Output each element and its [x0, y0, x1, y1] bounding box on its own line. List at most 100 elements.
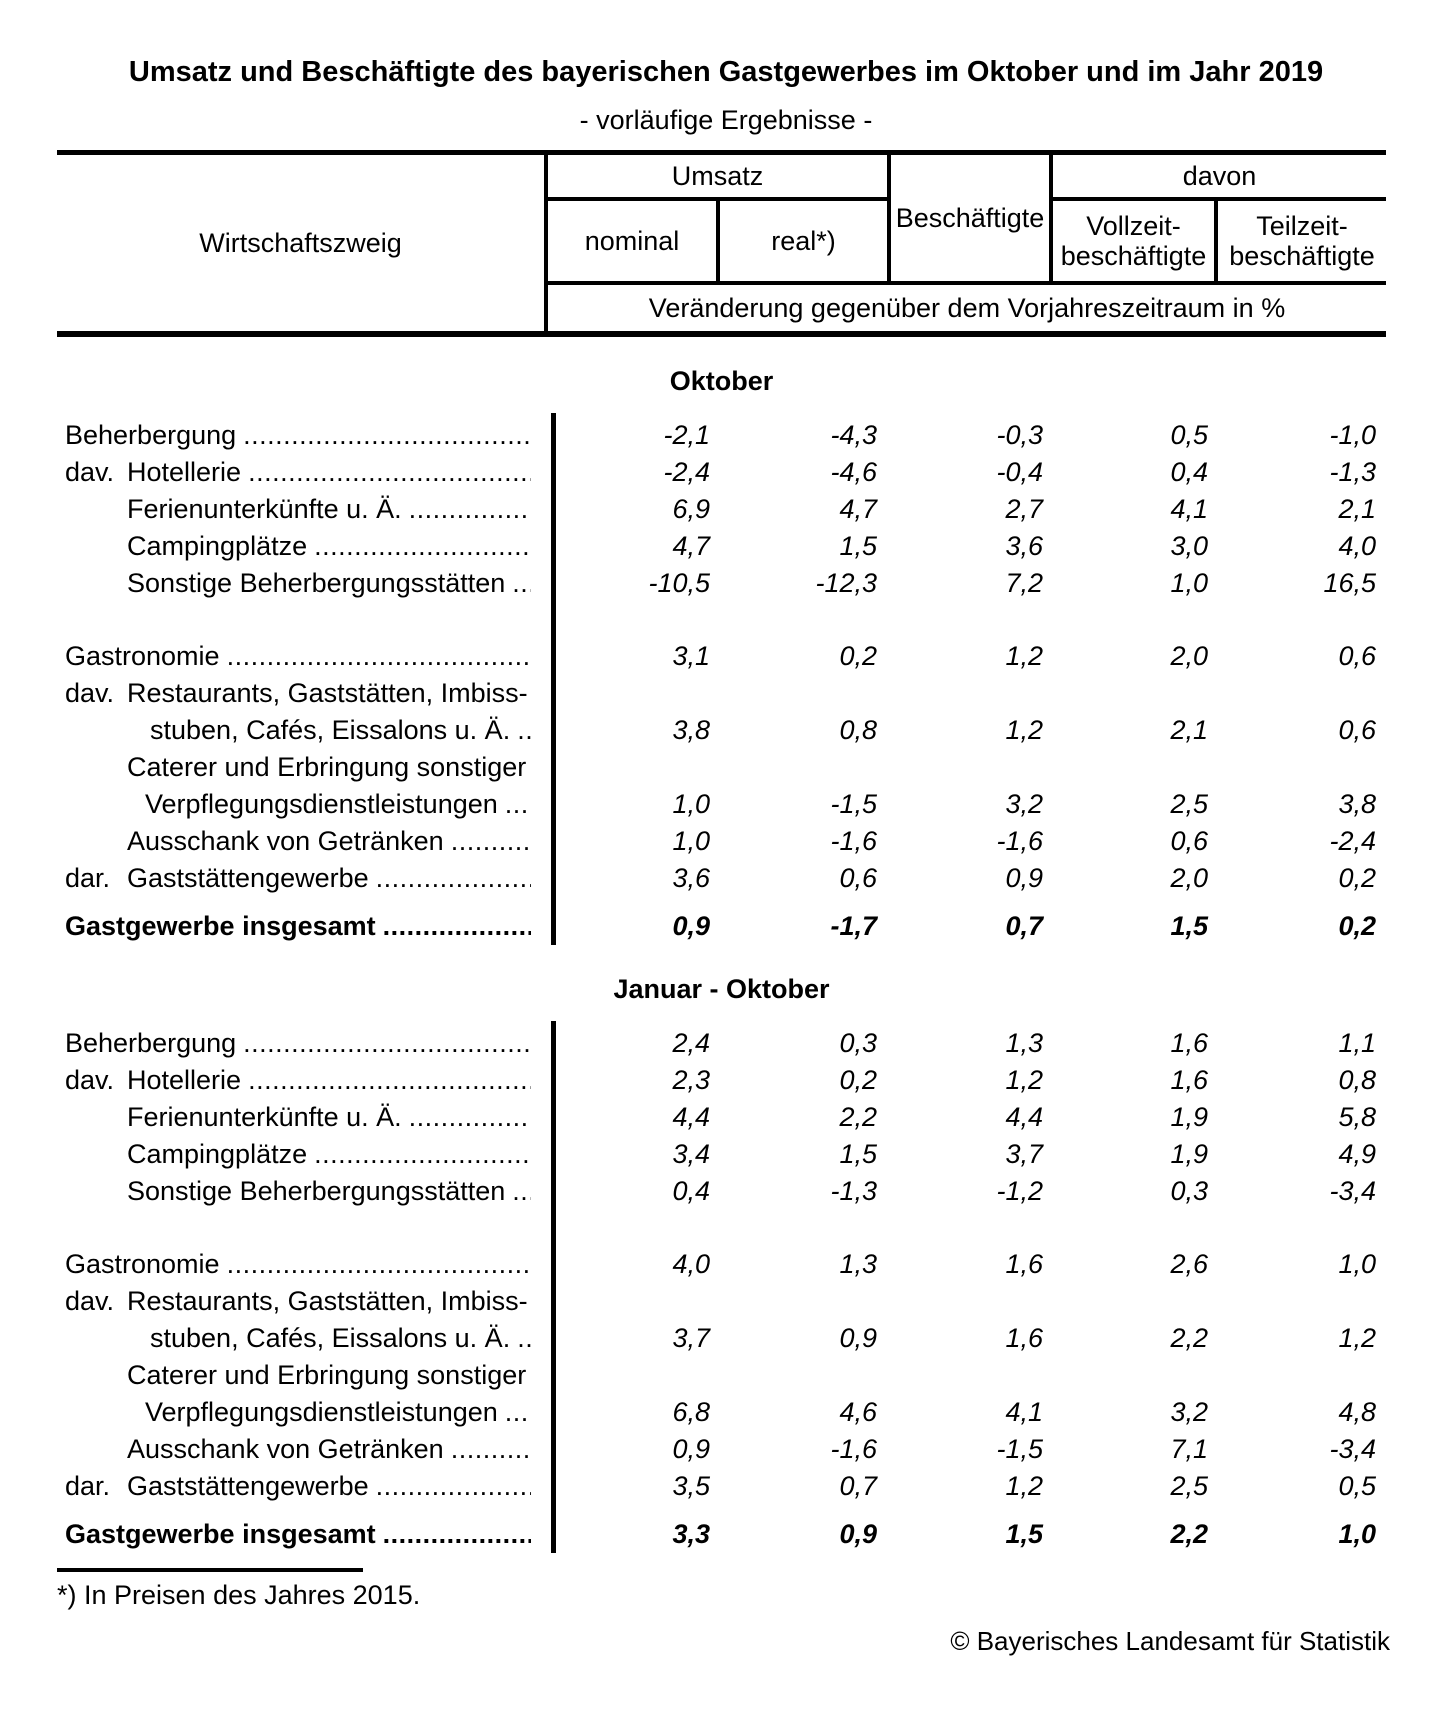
- table-row: Sonstige Beherbergungsstätten.... 0,4 -1,3…: [57, 1173, 1386, 1210]
- value-teilzeit: -2,4: [1329, 826, 1376, 856]
- dot-leader: ....: [504, 1397, 531, 1427]
- value-beschaeftigte: 1,2: [1005, 715, 1043, 745]
- dot-leader: .....................: [375, 1471, 531, 1501]
- row-label-text: Verpflegungsdienstleistungen: [145, 1397, 498, 1427]
- value-vollzeit: 2,2: [1170, 1323, 1208, 1353]
- value-vollzeit: 1,0: [1170, 568, 1208, 598]
- value-nominal: 3,7: [672, 1323, 710, 1353]
- spacer-row: [57, 1210, 1386, 1246]
- value-teilzeit: 0,5: [1338, 1471, 1376, 1501]
- value-vollzeit: 0,4: [1170, 457, 1208, 487]
- row-label-text: stuben, Cafés, Eissalons u. Ä.: [150, 1323, 511, 1353]
- value-beschaeftigte: 4,4: [1005, 1102, 1043, 1132]
- value-nominal: 3,5: [672, 1471, 710, 1501]
- row-label: dav. Restaurants, Gaststätten, Imbiss-: [57, 1283, 531, 1320]
- value-beschaeftigte: 4,1: [1005, 1397, 1043, 1427]
- row-prefix: dav.: [65, 457, 115, 487]
- value-beschaeftigte: 1,2: [1005, 1065, 1043, 1095]
- value-beschaeftigte: 3,7: [1005, 1139, 1043, 1169]
- section-heading-januar-oktober: Januar - Oktober: [613, 974, 830, 1004]
- table-row: Campingplätze...........................…: [57, 1136, 1386, 1173]
- dot-leader: ..................: [408, 494, 531, 524]
- row-label-text: Beherbergung: [65, 420, 237, 450]
- table-row: stuben, Cafés, Eissalons u. Ä.... 3,8 0,8 1…: [57, 712, 1386, 749]
- value-vollzeit: 1,6: [1170, 1065, 1208, 1095]
- table-row: Verpflegungsdienstleistungen.... 6,8 4,6 4,…: [57, 1394, 1386, 1431]
- value-teilzeit: 5,8: [1338, 1102, 1376, 1132]
- table-row: Caterer und Erbringung sonstiger: [57, 1357, 1386, 1394]
- value-vollzeit: 0,5: [1170, 420, 1208, 450]
- value-real: 0,6: [839, 863, 877, 893]
- table-row: Ferienunterkünfte u. Ä..................…: [57, 1099, 1386, 1136]
- value-beschaeftigte: 1,6: [1005, 1323, 1043, 1353]
- table-row: Gastronomie.............................…: [57, 638, 1386, 675]
- value-beschaeftigte: 0,9: [1005, 863, 1043, 893]
- dot-leader: ........................................…: [243, 420, 531, 450]
- value-real: 4,6: [839, 1397, 877, 1427]
- value-teilzeit: 1,1: [1338, 1028, 1376, 1058]
- value-teilzeit: 0,2: [1338, 863, 1376, 893]
- value-nominal: 0,4: [672, 1176, 710, 1206]
- value-teilzeit: -3,4: [1329, 1434, 1376, 1464]
- dot-leader: ...............................: [314, 1139, 531, 1169]
- row-label-text: Beherbergung: [65, 1028, 237, 1058]
- dot-leader: ........................................…: [226, 641, 531, 671]
- table-row: stuben, Cafés, Eissalons u. Ä.... 3,7 0,9 1…: [57, 1320, 1386, 1357]
- value-real: 1,3: [839, 1249, 877, 1279]
- row-label: Ferienunterkünfte u. Ä..................…: [57, 1099, 531, 1136]
- table-header: Wirtschaftszweig Umsatz Beschäftigte dav…: [57, 150, 1386, 337]
- section-heading-oktober: Oktober: [669, 366, 774, 396]
- row-label-text: Sonstige Beherbergungsstätten: [127, 1176, 506, 1206]
- dot-leader: ........................: [382, 911, 531, 941]
- row-label: Gastronomie.............................…: [57, 1246, 531, 1283]
- table-row: Caterer und Erbringung sonstiger: [57, 749, 1386, 786]
- table-row: dar. Gaststättengewerbe..................…: [57, 860, 1386, 897]
- page-subtitle: - vorläufige Ergebnisse -: [579, 105, 873, 135]
- value-real: 1,5: [839, 1139, 877, 1169]
- value-nominal: 3,6: [672, 863, 710, 893]
- value-teilzeit: 16,5: [1323, 568, 1376, 598]
- row-label: dav. Restaurants, Gaststätten, Imbiss-: [57, 675, 531, 712]
- table-row: Beherbergung............................…: [57, 417, 1386, 454]
- row-label: dar. Gaststättengewerbe..................…: [57, 1468, 531, 1505]
- dot-leader: .............: [450, 826, 531, 856]
- value-vollzeit: 1,9: [1170, 1139, 1208, 1169]
- row-label: Ferienunterkünfte u. Ä..................…: [57, 491, 531, 528]
- table-row: dav. Restaurants, Gaststätten, Imbiss-: [57, 675, 1386, 712]
- value-real: 0,8: [839, 715, 877, 745]
- value-nominal: -2,4: [663, 457, 710, 487]
- value-vollzeit: 3,2: [1170, 1397, 1208, 1427]
- value-teilzeit: 4,9: [1338, 1139, 1376, 1169]
- row-label-text: Gastronomie: [65, 641, 220, 671]
- value-nominal: 6,8: [672, 1397, 710, 1427]
- value-nominal: 3,1: [672, 641, 710, 671]
- value-vollzeit: 2,5: [1170, 789, 1208, 819]
- value-beschaeftigte: -1,5: [996, 1434, 1043, 1464]
- table-row: dar. Gaststättengewerbe..................…: [57, 1468, 1386, 1505]
- value-teilzeit: 0,6: [1338, 641, 1376, 671]
- dot-leader: ...: [517, 1323, 531, 1353]
- section-rows-oktober: Beherbergung............................…: [57, 413, 1386, 945]
- table-row: dav. Hotellerie..........................…: [57, 1062, 1386, 1099]
- header-real: real*): [720, 201, 887, 285]
- table-row: dav. Hotellerie..........................…: [57, 454, 1386, 491]
- row-label: Caterer und Erbringung sonstiger: [57, 1357, 531, 1394]
- value-nominal: 2,4: [672, 1028, 710, 1058]
- row-label: Sonstige Beherbergungsstätten....: [57, 1173, 531, 1210]
- dot-leader: ...: [517, 715, 531, 745]
- value-vollzeit: 1,5: [1170, 911, 1208, 941]
- value-vollzeit: 2,1: [1170, 715, 1208, 745]
- row-label-text: Gastgewerbe insgesamt: [65, 1519, 376, 1549]
- table-row-total: Gastgewerbe insgesamt...................…: [57, 908, 1386, 945]
- row-label: stuben, Cafés, Eissalons u. Ä....: [57, 1320, 531, 1357]
- dot-leader: ...............................: [314, 531, 531, 561]
- dot-leader: ........................................: [248, 457, 531, 487]
- value-vollzeit: 2,6: [1170, 1249, 1208, 1279]
- value-teilzeit: 0,6: [1338, 715, 1376, 745]
- value-real: 0,3: [839, 1028, 877, 1058]
- value-real: 0,7: [839, 1471, 877, 1501]
- row-label-text: Gastgewerbe insgesamt: [65, 911, 376, 941]
- row-label: Gastronomie.............................…: [57, 638, 531, 675]
- header-beschaeftigte: Beschäftigte: [887, 155, 1053, 285]
- row-label-text: Hotellerie: [127, 457, 242, 487]
